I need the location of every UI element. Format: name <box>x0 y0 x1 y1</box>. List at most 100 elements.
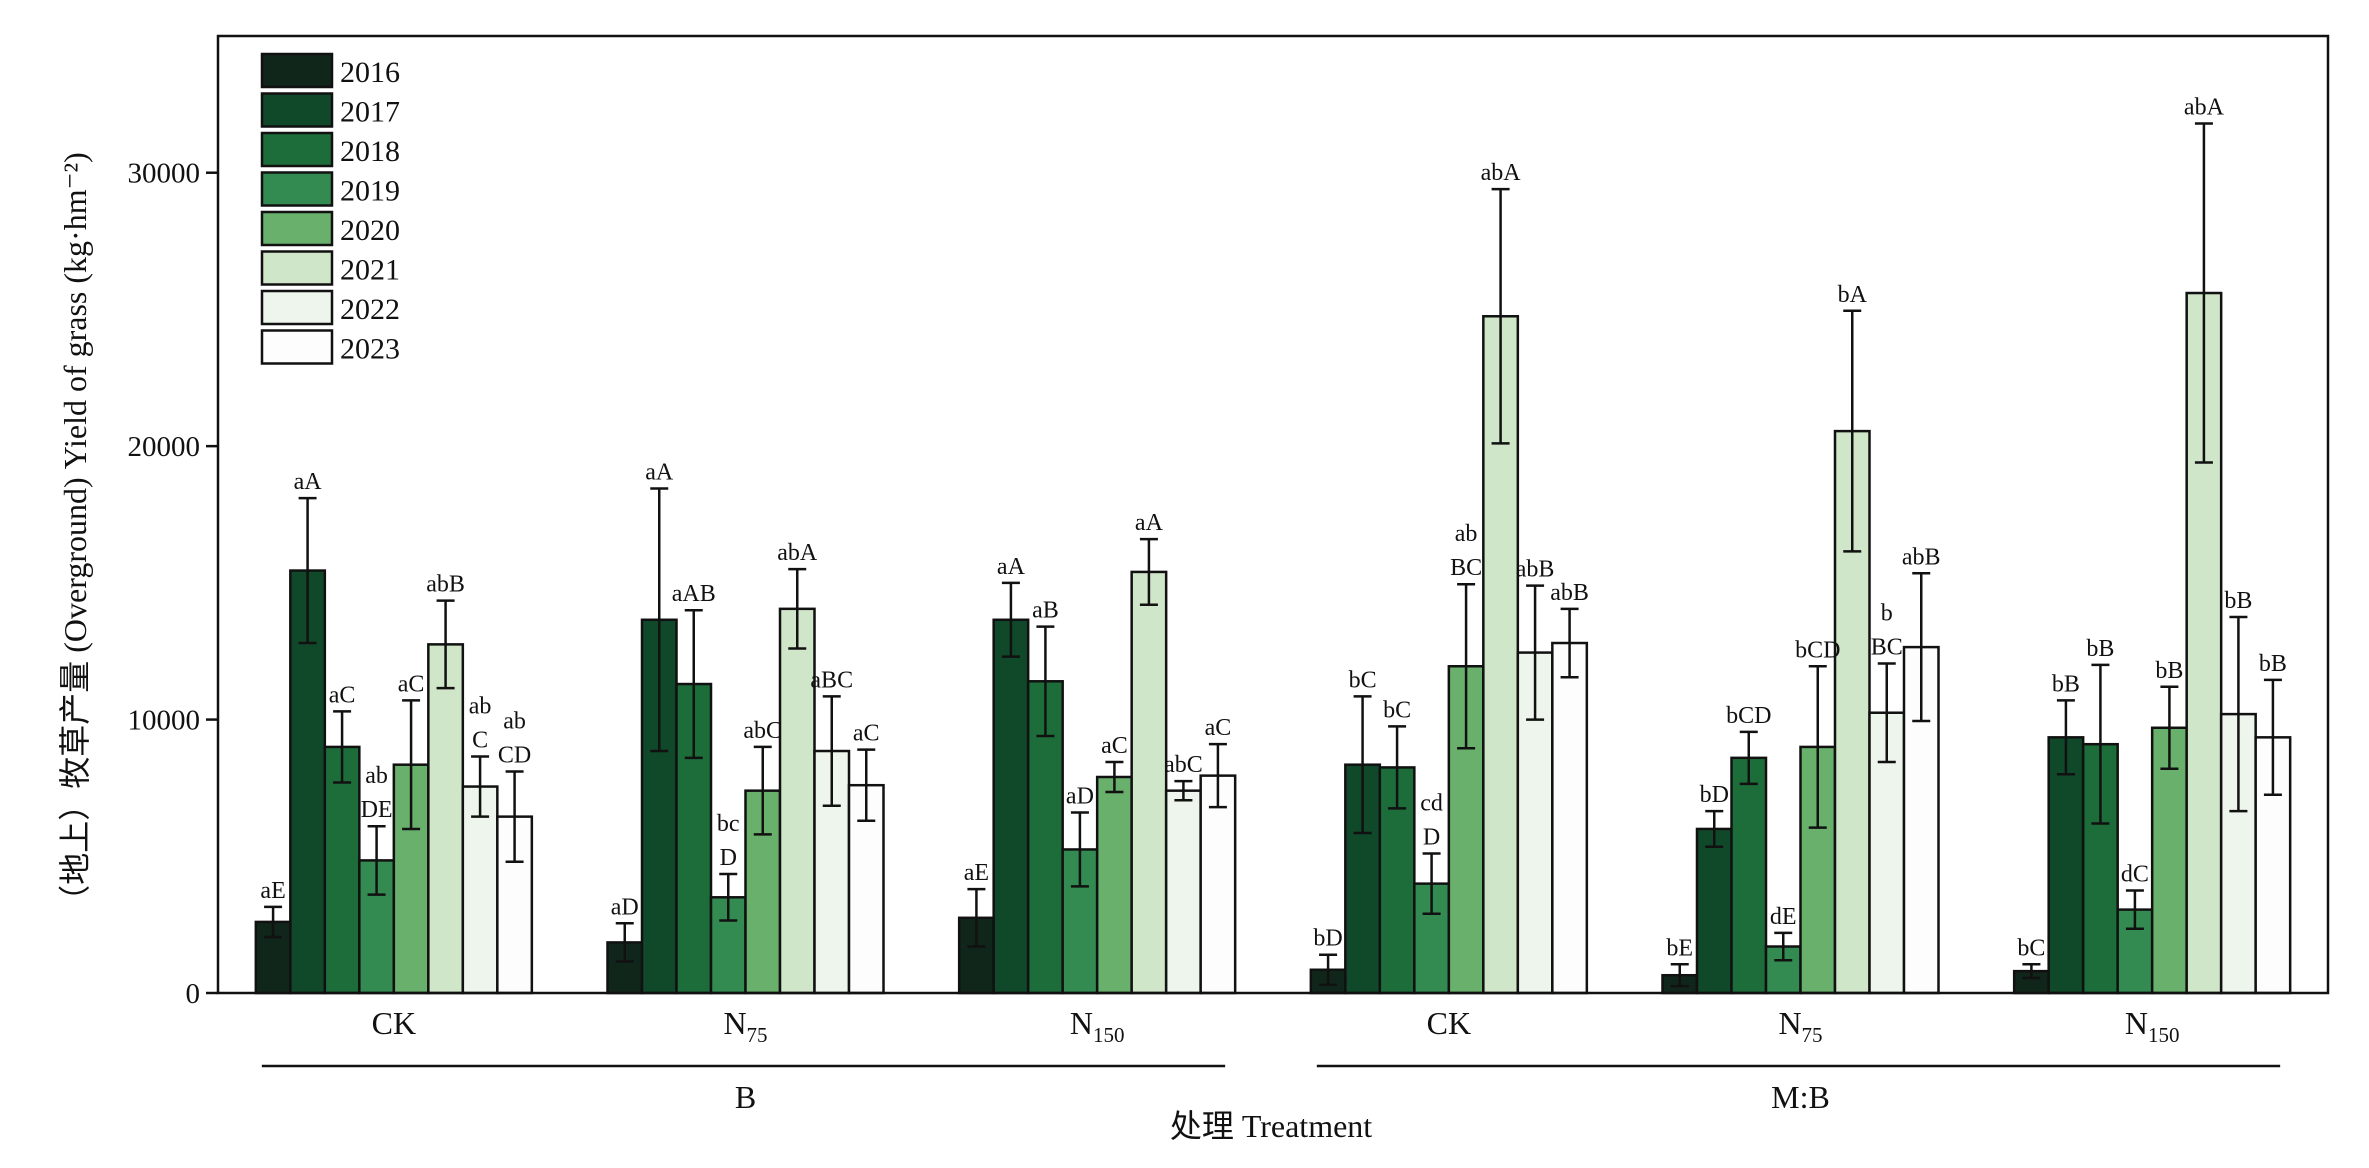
significance-label: bC <box>1349 667 1377 693</box>
significance-label: abA <box>777 540 818 566</box>
legend-label: 2020 <box>340 214 400 247</box>
significance-label: aE <box>260 878 285 904</box>
group-label: M:B <box>1771 1079 1830 1115</box>
bar <box>2047 736 2085 995</box>
significance-label: bE <box>1666 935 1693 961</box>
significance-label: ab <box>1455 521 1478 547</box>
x-category-subscript: 150 <box>1093 1023 1125 1047</box>
significance-label: abB <box>1902 544 1941 570</box>
legend-label: 2023 <box>340 333 400 366</box>
legend-swatch <box>260 210 334 247</box>
bar <box>1095 775 1133 995</box>
y-axis: 0 10000 20000 30000 <box>128 158 218 1010</box>
group-axis: B M:B <box>261 1064 2281 1115</box>
bar <box>1130 570 1168 995</box>
significance-label: bD <box>1700 782 1729 808</box>
significance-label: abB <box>426 572 465 598</box>
significance-label: abB <box>1516 557 1555 583</box>
significance-label: aE <box>964 860 989 886</box>
significance-label: aAB <box>672 581 716 607</box>
x-category-subscript: 75 <box>747 1023 768 1047</box>
bar <box>778 607 816 995</box>
significance-label: aC <box>398 671 425 697</box>
significance-label: bB <box>2155 658 2183 684</box>
x-category-label: N150 <box>2125 1005 2180 1047</box>
significance-label: aC <box>853 721 880 747</box>
legend-swatch <box>260 250 334 286</box>
significance-label: D <box>720 845 737 871</box>
significance-label: C <box>472 727 488 753</box>
bars-layer <box>254 291 2292 995</box>
significance-label: aC <box>329 682 356 708</box>
legend-label: 2017 <box>340 96 400 129</box>
x-category-label: N150 <box>1070 1005 1125 1047</box>
significance-label: bCD <box>1795 637 1840 663</box>
significance-label: abB <box>1550 580 1589 606</box>
significance-label: b <box>1881 601 1893 627</box>
legend-swatch <box>260 171 334 207</box>
significance-label: bC <box>2017 935 2045 961</box>
bar <box>323 745 361 995</box>
bar <box>992 618 1030 995</box>
significance-label: bC <box>1383 697 1411 723</box>
significance-label: abC <box>1164 752 1203 778</box>
significance-label: ab <box>365 763 388 789</box>
significance-label: abC <box>743 718 782 744</box>
y-tick-label: 30000 <box>128 158 201 190</box>
significance-label: BC <box>1450 555 1482 581</box>
significance-label: bB <box>2052 671 2080 697</box>
x-category-label: N75 <box>1778 1005 1822 1047</box>
bar <box>1695 827 1733 995</box>
significance-label: bCD <box>1726 703 1771 729</box>
bar <box>1730 756 1768 995</box>
significance-label: aA <box>294 469 323 495</box>
legend-swatch <box>260 52 334 89</box>
significance-label: aA <box>645 460 674 486</box>
significance-label: bB <box>2086 636 2114 662</box>
x-category-subscript: 150 <box>2148 1023 2180 1047</box>
significance-label: aC <box>1205 715 1232 741</box>
significance-label: bA <box>1838 282 1868 308</box>
significance-label: dC <box>2121 861 2149 887</box>
legend-swatch <box>260 131 334 168</box>
significance-label: dE <box>1770 904 1797 930</box>
x-category-label: CK <box>1427 1005 1471 1041</box>
x-axis: CK N75 N150 CK N75 N150 <box>372 1005 2180 1047</box>
x-category-subscript: 75 <box>1802 1023 1823 1047</box>
bar <box>427 643 465 995</box>
bar <box>1551 641 1589 995</box>
significance-label: aD <box>611 894 639 920</box>
legend-swatch <box>260 92 334 128</box>
error-bars-layer <box>264 122 2282 988</box>
group-label: B <box>735 1079 756 1115</box>
significance-label: ab <box>503 709 526 735</box>
significance-label: aD <box>1066 784 1094 810</box>
significance-label: ab <box>469 693 492 719</box>
significance-label: DE <box>361 797 393 823</box>
significance-label: D <box>1423 825 1440 851</box>
y-tick-label: 0 <box>186 978 201 1010</box>
significance-label: bB <box>2259 651 2287 677</box>
legend-label: 2018 <box>340 135 400 168</box>
significance-label: abA <box>2184 94 2225 120</box>
plot-frame <box>216 34 2330 995</box>
significance-label: aC <box>1101 733 1128 759</box>
significance-label: BC <box>1871 635 1903 661</box>
significance-label: aBC <box>810 667 853 693</box>
significance-label: CD <box>498 743 531 769</box>
significance-label: bD <box>1313 926 1342 952</box>
x-category-label: N75 <box>723 1005 767 1047</box>
legend-swatch <box>260 329 334 365</box>
x-axis-title: 处理 Treatment <box>1170 1108 1372 1144</box>
y-axis-title: （地上）牧草产量 (Overground) Yield of grass (kg… <box>57 152 93 916</box>
significance-label: abA <box>1481 160 1522 186</box>
bar <box>1164 789 1202 995</box>
y-tick-label: 10000 <box>128 705 201 737</box>
legend-label: 2021 <box>340 254 400 287</box>
legend-label: 2016 <box>340 56 400 89</box>
significance-label: aB <box>1032 598 1059 624</box>
significance-label: bB <box>2224 588 2252 614</box>
significance-label: bc <box>717 811 740 837</box>
